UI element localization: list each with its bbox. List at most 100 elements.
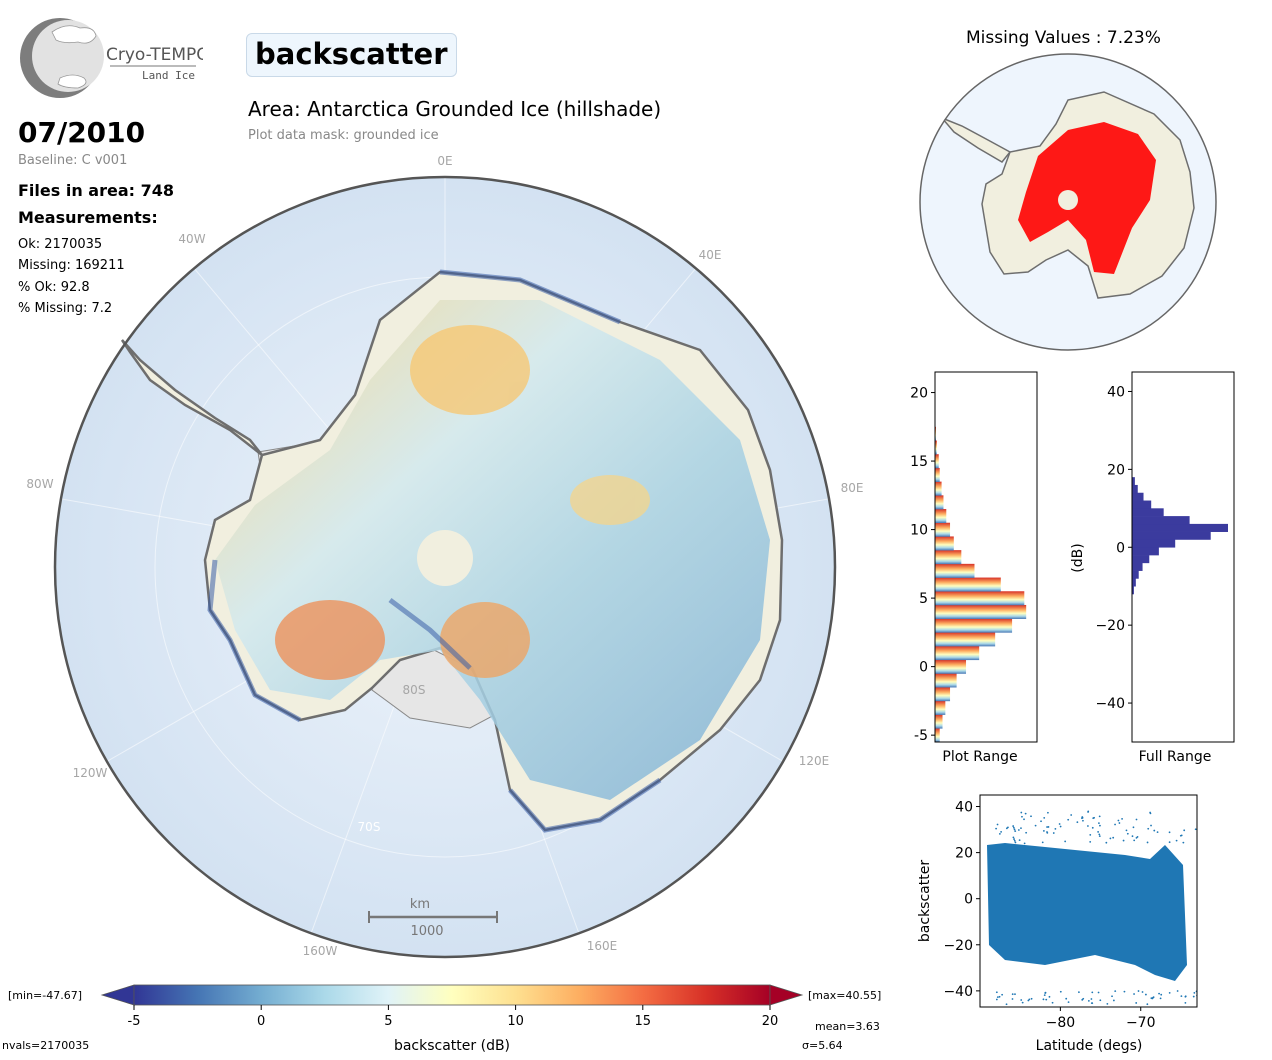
scatter-point xyxy=(1091,1002,1094,1005)
scatter-point xyxy=(1058,823,1061,825)
area-title: Area: Antarctica Grounded Ice (hillshade… xyxy=(248,97,662,121)
scatter-point xyxy=(1098,815,1101,818)
plot-range-tick-label: 20 xyxy=(910,386,928,402)
scatter-point xyxy=(1014,993,1016,996)
plot-range-xlabel: Plot Range xyxy=(942,749,1017,765)
scatter-point xyxy=(1001,993,1004,996)
scatter-point xyxy=(1065,997,1068,1000)
scatter-point xyxy=(1098,822,1100,825)
scatter-points xyxy=(987,810,1206,1006)
scatter-point xyxy=(995,827,998,830)
scatter-point xyxy=(1131,835,1134,838)
scatter-point xyxy=(1047,826,1050,828)
scatter-point xyxy=(1132,826,1135,829)
scatter-point xyxy=(998,995,1001,998)
colorbar: -5 0 5 10 15 20 [min=-47.67] [max=40.55] back… xyxy=(2,984,881,1054)
missing-data-red xyxy=(1018,122,1156,274)
colorbar-bar xyxy=(133,984,771,1006)
scatter-point xyxy=(1105,841,1108,844)
plot-range-bar xyxy=(935,714,943,729)
scatter-point xyxy=(1013,839,1016,842)
lon-label-80e: 80E xyxy=(841,481,864,495)
plot-range-bar xyxy=(935,467,940,482)
colorbar-tick-label: -5 xyxy=(128,1014,141,1029)
scatter-point xyxy=(1046,826,1048,828)
scatter-point xyxy=(1000,830,1003,833)
plot-range-bar xyxy=(935,550,962,565)
lon-label-40w: 40W xyxy=(178,232,205,246)
scatter-point xyxy=(1042,998,1045,1001)
scatter-point xyxy=(1097,831,1100,833)
plot-range-bar xyxy=(935,632,996,647)
scatter-point xyxy=(1054,827,1057,830)
scatter-point xyxy=(1059,825,1062,828)
plot-range-bar xyxy=(935,604,1027,619)
full-range-bar xyxy=(1132,539,1176,548)
lon-label-160w: 160W xyxy=(303,944,338,958)
lon-label-80w: 80W xyxy=(26,477,53,491)
scatter-point xyxy=(1046,831,1049,834)
logo-title: Cryo-TEMPO xyxy=(106,45,203,65)
scatter-point xyxy=(1047,811,1049,814)
plot-range-tick-label: 5 xyxy=(919,591,928,607)
full-range-bar xyxy=(1132,531,1211,540)
plot-range-bar xyxy=(935,728,940,743)
full-range-bar xyxy=(1132,500,1152,509)
mask-note: Plot data mask: grounded ice xyxy=(248,128,439,143)
full-range-tick-label: 0 xyxy=(1116,540,1125,556)
colorbar-ticks: -5 0 5 10 15 20 xyxy=(128,1005,779,1029)
scatter-y-tick-label: −20 xyxy=(943,938,973,954)
scatter-point xyxy=(1043,816,1046,819)
inset-border xyxy=(919,53,1217,351)
scatter-point xyxy=(1041,841,1044,844)
scatter-point xyxy=(1012,826,1015,829)
scatter-point xyxy=(1146,1003,1149,1006)
scatter-point xyxy=(1067,818,1070,821)
scatter-point xyxy=(1018,839,1021,842)
scatter-point xyxy=(1023,842,1026,845)
scatter-point xyxy=(1091,826,1094,829)
scatter-point xyxy=(1082,997,1085,1000)
scatter-point xyxy=(998,832,1001,835)
scale-value: 1000 xyxy=(410,924,443,939)
scatter-point xyxy=(1040,820,1042,823)
scatter-point xyxy=(1123,990,1126,993)
scatter-point xyxy=(1045,998,1048,1001)
colorbar-tick-label: 20 xyxy=(762,1014,779,1029)
scatter-point xyxy=(1021,815,1023,818)
scatter-point xyxy=(1122,839,1125,842)
scatter-point xyxy=(1137,990,1140,992)
scatter-point xyxy=(1059,990,1062,993)
scatter-point xyxy=(1025,831,1028,834)
lon-label-0e: 0E xyxy=(437,154,452,168)
scatter-point xyxy=(1044,991,1047,994)
scatter-point xyxy=(1117,819,1120,822)
scatter-point xyxy=(1133,993,1135,995)
scatter-y-tick-label: 40 xyxy=(955,800,973,816)
scatter-point xyxy=(1135,818,1138,821)
scatter-point xyxy=(1076,821,1079,824)
scatter-point xyxy=(1150,824,1152,827)
scatter-point xyxy=(1114,990,1117,993)
scatter-point xyxy=(1153,829,1156,832)
scatter-point xyxy=(1193,991,1196,994)
plot-range-bar xyxy=(935,536,954,551)
plot-range-y-ticks: -5 0 5 10 15 20 xyxy=(910,386,935,744)
baseline-label: Baseline: C v001 xyxy=(18,153,128,168)
scatter-point xyxy=(1013,838,1015,840)
lon-label-160e: 160E xyxy=(587,939,618,953)
scatter-point xyxy=(1204,842,1206,844)
scatter-point xyxy=(1021,1001,1024,1004)
cryo-tempo-logo: Cryo-TEMPO Land Ice xyxy=(18,16,210,100)
full-range-tick-label: −40 xyxy=(1095,696,1125,712)
plot-range-tick-label: 15 xyxy=(910,454,928,470)
colorbar-tick-label: 5 xyxy=(384,1014,392,1029)
scatter-point xyxy=(1012,836,1015,839)
full-range-bar xyxy=(1132,555,1150,564)
full-range-ylabel: (dB) xyxy=(1070,543,1086,572)
scatter-point xyxy=(1156,831,1159,833)
scatter-point xyxy=(1125,829,1128,832)
lon-label-40e: 40E xyxy=(699,248,722,262)
scatter-point xyxy=(1182,841,1185,844)
full-range-frame xyxy=(1131,371,1235,743)
